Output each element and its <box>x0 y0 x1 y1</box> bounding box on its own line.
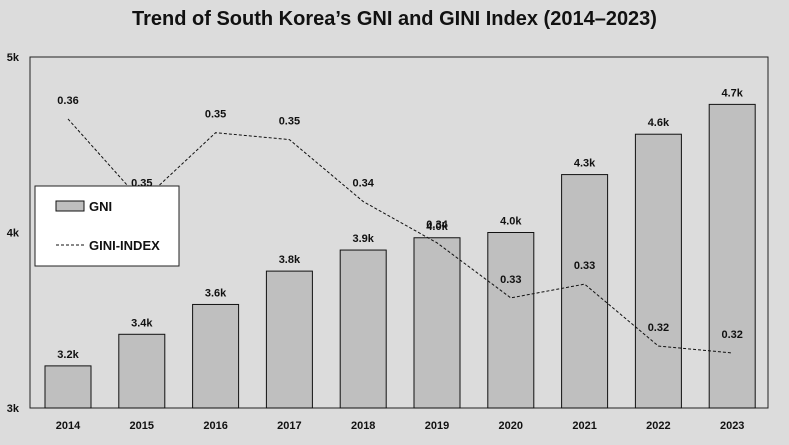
bar <box>634 133 682 409</box>
x-tick-label: 2021 <box>572 420 596 432</box>
bar <box>561 174 609 409</box>
bar-value-label: 4.6k <box>648 117 670 129</box>
x-axis-ticks: 2014 2015 2016 2017 2018 2019 2020 2021 2022 2023 <box>56 420 745 432</box>
y-tick-label: 4k <box>7 228 20 240</box>
bar <box>413 237 461 409</box>
x-tick-label: 2023 <box>720 420 744 432</box>
gini-line: 0.360.350.350.350.340.340.330.330.320.32 <box>57 95 743 354</box>
gini-value-label: 0.34 <box>352 178 374 190</box>
bar <box>118 333 166 409</box>
x-tick-label: 2015 <box>130 420 154 432</box>
bar <box>44 365 92 409</box>
bar <box>708 103 756 409</box>
x-tick-label: 2014 <box>56 420 81 432</box>
bar <box>265 270 313 409</box>
gini-value-label: 0.32 <box>648 322 669 334</box>
x-tick-label: 2016 <box>203 420 227 432</box>
gini-value-label: 0.34 <box>426 219 448 231</box>
y-tick-label: 5k <box>7 52 20 64</box>
bar-value-label: 3.8k <box>279 254 301 266</box>
bar <box>339 249 387 409</box>
gini-value-label: 0.35 <box>205 109 226 121</box>
gini-value-label: 0.33 <box>500 274 521 286</box>
x-tick-label: 2020 <box>499 420 523 432</box>
bar <box>487 232 535 409</box>
gini-value-label: 0.33 <box>574 260 595 272</box>
gini-value-label: 0.36 <box>57 95 78 107</box>
chart-title: Trend of South Korea’s GNI and GINI Inde… <box>132 8 657 30</box>
bar <box>192 303 240 409</box>
x-tick-label: 2019 <box>425 420 449 432</box>
gini-series-line <box>67 118 733 354</box>
legend-label-gini: GINI-INDEX <box>89 238 160 253</box>
x-tick-label: 2022 <box>646 420 670 432</box>
legend-label-gni: GNI <box>89 199 112 214</box>
gini-value-label: 0.35 <box>279 116 300 128</box>
legend-box <box>34 185 180 267</box>
bar-value-label: 3.4k <box>131 317 153 329</box>
y-tick-label: 3k <box>7 403 20 415</box>
bar-value-label: 4.3k <box>574 158 596 170</box>
x-tick-label: 2017 <box>277 420 301 432</box>
bar-value-label: 4.0k <box>500 216 522 228</box>
gini-value-label: 0.32 <box>721 329 742 341</box>
bar-value-label: 3.6k <box>205 287 227 299</box>
x-tick-label: 2018 <box>351 420 375 432</box>
bar-value-label: 3.9k <box>352 233 374 245</box>
bar-value-label: 4.7k <box>721 87 743 99</box>
legend-swatch-gni <box>55 200 85 212</box>
gni-bars: 3.2k 3.4k 3.6k 3.8k 3.9k 4.0k 4.0k 4.3k 4.6k 4.7k <box>44 87 756 409</box>
bar-value-label: 3.2k <box>57 349 79 361</box>
y-axis-ticks: 3k 4k 5k <box>7 52 20 415</box>
legend: GNI GINI-INDEX <box>34 185 180 267</box>
bar-value-label: 4.0k <box>426 221 448 233</box>
